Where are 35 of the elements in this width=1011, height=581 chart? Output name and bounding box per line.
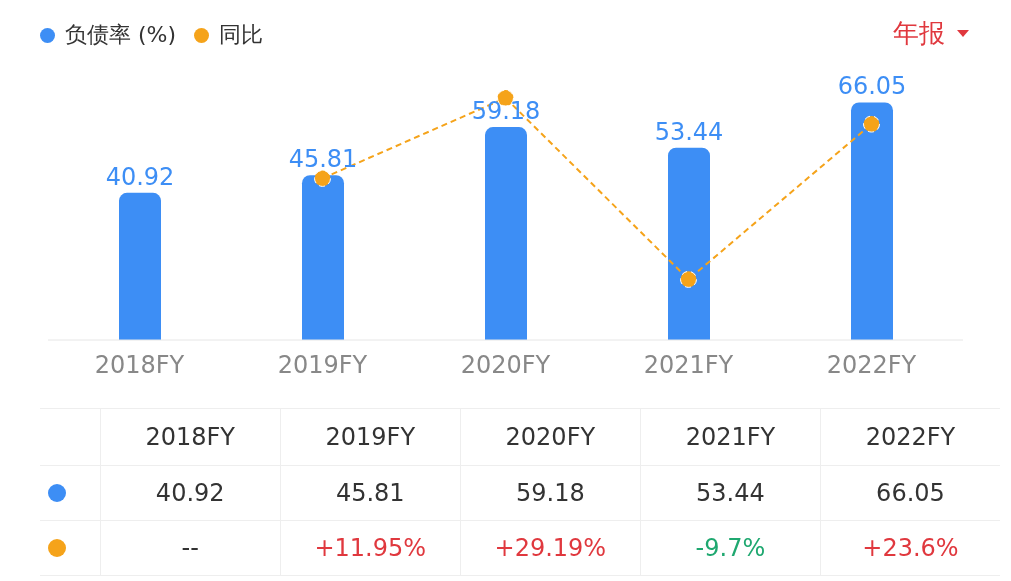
category-label: 2022FY (865, 423, 956, 451)
point (680, 270, 697, 288)
x-tick-label: 2020FY (460, 351, 551, 380)
bar (302, 175, 344, 340)
x-tick-label: 2019FY (277, 351, 368, 380)
legend-label: 负债率 (%) (65, 21, 177, 49)
point (863, 115, 880, 133)
category-label: 2021FY (685, 423, 776, 451)
text: 53.44 (654, 117, 724, 146)
category-label: 2019FY (325, 423, 416, 451)
data-label: 40.92 (99, 466, 280, 520)
bar (851, 102, 893, 340)
text: 年报 (893, 17, 945, 50)
data-label: 53.44 (639, 466, 820, 520)
text: -- (181, 534, 199, 562)
data-label: 59.18 (459, 466, 640, 520)
data-label: 66.05 (819, 466, 1000, 520)
point (314, 169, 331, 187)
data-label: -9.7% (639, 521, 820, 575)
x-tick-label: 2018FY (94, 351, 185, 380)
text: 66.05 (837, 72, 907, 101)
category-label: 2020FY (505, 423, 596, 451)
text: 40.92 (105, 162, 175, 191)
bar (668, 147, 710, 340)
data-label: +29.19% (459, 521, 640, 575)
x-tick-label: 2021FY (643, 351, 734, 380)
bar (119, 192, 161, 340)
bar (485, 127, 527, 340)
legend-label: 同比 (219, 21, 264, 49)
data-label: +11.95% (279, 521, 460, 575)
text: 45.81 (288, 145, 358, 174)
category-label: 2018FY (145, 423, 235, 451)
data-label: 45.81 (279, 466, 460, 520)
x-tick-label: 2022FY (826, 351, 917, 380)
data-label: +23.6% (819, 521, 1000, 575)
